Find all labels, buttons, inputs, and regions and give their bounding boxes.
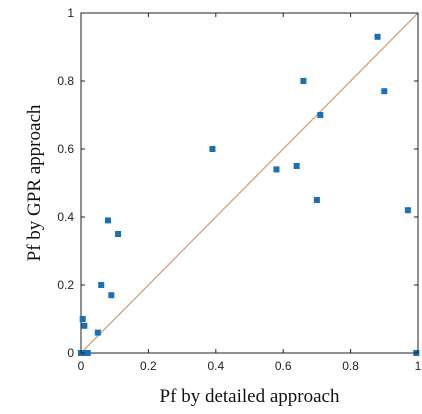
data-point	[293, 163, 300, 169]
y-tick-label: 0.2	[57, 278, 74, 292]
x-axis-title: Pf by detailed approach	[160, 386, 340, 407]
data-point	[84, 350, 91, 356]
data-point	[300, 78, 307, 84]
data-point	[374, 33, 381, 40]
data-point	[115, 231, 122, 237]
data-point	[98, 282, 105, 288]
data-point	[108, 292, 115, 299]
plot-border	[80, 12, 419, 354]
data-point	[79, 316, 86, 322]
data-point	[313, 197, 320, 203]
y-tick-label: 0.4	[57, 210, 74, 224]
data-point	[381, 88, 388, 95]
reference-line-layer	[80, 12, 419, 354]
y-tick-label: 0.6	[57, 142, 74, 156]
data-point	[104, 217, 111, 224]
x-tick-label: 0	[78, 359, 85, 373]
data-point	[273, 166, 280, 173]
data-point	[404, 207, 411, 214]
data-point	[94, 329, 101, 336]
points-layer	[78, 33, 420, 356]
data-point	[81, 322, 88, 329]
x-tick-label: 0.4	[207, 359, 224, 373]
x-tick-label: 0.6	[275, 359, 292, 373]
x-tick-label: 1	[415, 359, 422, 373]
ticks-layer: 0 0.2 0.4 0.6 0.8 1 0 0.2 0.4 0.6 0.8 1	[57, 6, 421, 373]
x-tick-label: 0.8	[342, 359, 359, 373]
data-point	[317, 112, 324, 118]
y-axis-title: Pf by GPR approach	[24, 104, 45, 261]
y-tick-label: 0	[67, 346, 74, 360]
plot-frame	[80, 12, 419, 354]
reference-line	[80, 12, 419, 354]
y-tick-label: 0.8	[57, 74, 74, 88]
data-point	[209, 146, 216, 152]
y-tick-label: 1	[67, 6, 74, 20]
x-tick-label: 0.2	[140, 359, 157, 373]
